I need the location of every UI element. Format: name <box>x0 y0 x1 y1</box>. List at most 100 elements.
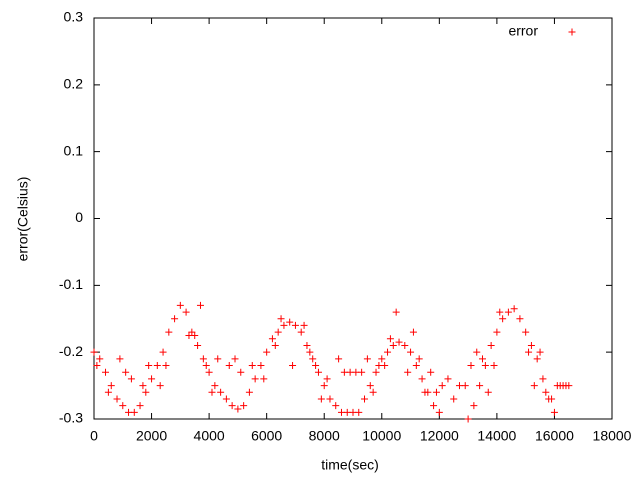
point <box>522 328 530 336</box>
point <box>504 308 512 316</box>
point <box>473 348 481 356</box>
point <box>527 341 535 349</box>
x-tick-label: 14000 <box>477 428 516 444</box>
point <box>222 395 230 403</box>
point <box>194 341 202 349</box>
point <box>93 362 101 370</box>
point <box>309 355 317 363</box>
point <box>355 408 363 416</box>
point <box>291 321 299 329</box>
point <box>363 355 371 363</box>
point <box>119 402 127 410</box>
x-tick-label: 6000 <box>251 428 282 444</box>
point <box>493 328 501 336</box>
y-tick-label: -0.1 <box>59 276 83 292</box>
point <box>421 388 429 396</box>
point <box>467 362 475 370</box>
point <box>539 375 547 383</box>
point <box>277 315 285 323</box>
point <box>191 331 199 339</box>
point <box>320 382 328 390</box>
point <box>312 362 320 370</box>
point <box>418 375 426 383</box>
point <box>113 395 121 403</box>
point <box>90 348 98 356</box>
point <box>162 362 170 370</box>
point <box>550 408 558 416</box>
x-tick-label: 8000 <box>309 428 340 444</box>
y-tick-label: -0.2 <box>59 343 83 359</box>
point <box>257 362 265 370</box>
point <box>427 368 435 376</box>
point <box>533 355 541 363</box>
y-tick-label: 0.1 <box>64 142 84 158</box>
point <box>536 348 544 356</box>
point <box>153 362 161 370</box>
y-tick-label: 0.2 <box>64 76 84 92</box>
point <box>289 362 297 370</box>
point <box>306 348 314 356</box>
point <box>386 335 394 343</box>
point <box>530 382 538 390</box>
point <box>102 368 110 376</box>
point <box>182 308 190 316</box>
point <box>263 348 271 356</box>
point <box>300 321 308 329</box>
point <box>205 368 213 376</box>
point <box>326 395 334 403</box>
x-tick-label: 12000 <box>420 428 459 444</box>
point <box>484 388 492 396</box>
point <box>231 355 239 363</box>
point <box>412 362 420 370</box>
point <box>142 388 150 396</box>
point <box>565 382 573 390</box>
point <box>245 388 253 396</box>
point <box>481 362 489 370</box>
point <box>332 402 340 410</box>
x-tick-label: 18000 <box>593 428 632 444</box>
point <box>196 301 204 309</box>
point <box>234 405 242 413</box>
point <box>409 328 417 336</box>
point <box>384 348 392 356</box>
point <box>280 321 288 329</box>
point <box>176 301 184 309</box>
point <box>251 375 259 383</box>
point <box>286 318 294 326</box>
point <box>444 375 452 383</box>
y-tick-label: -0.3 <box>59 410 83 426</box>
point <box>496 308 504 316</box>
point <box>96 355 104 363</box>
point <box>366 382 374 390</box>
point <box>104 388 112 396</box>
point <box>148 375 156 383</box>
point <box>130 408 138 416</box>
point <box>188 328 196 336</box>
point <box>116 355 124 363</box>
point <box>470 402 478 410</box>
point <box>156 382 164 390</box>
point <box>490 362 498 370</box>
point <box>202 362 210 370</box>
point <box>145 362 153 370</box>
point <box>217 388 225 396</box>
point <box>323 375 331 383</box>
point <box>404 368 412 376</box>
point <box>122 368 130 376</box>
point <box>211 382 219 390</box>
point <box>317 395 325 403</box>
point <box>369 388 377 396</box>
point <box>479 355 486 363</box>
point <box>487 341 495 349</box>
point <box>499 315 507 323</box>
point <box>214 355 222 363</box>
point <box>260 375 268 383</box>
point <box>199 355 207 363</box>
point <box>381 362 389 370</box>
point <box>430 402 438 410</box>
point <box>389 341 397 349</box>
point <box>303 341 311 349</box>
x-tick-label: 16000 <box>535 428 574 444</box>
point <box>392 308 400 316</box>
point <box>461 382 469 390</box>
